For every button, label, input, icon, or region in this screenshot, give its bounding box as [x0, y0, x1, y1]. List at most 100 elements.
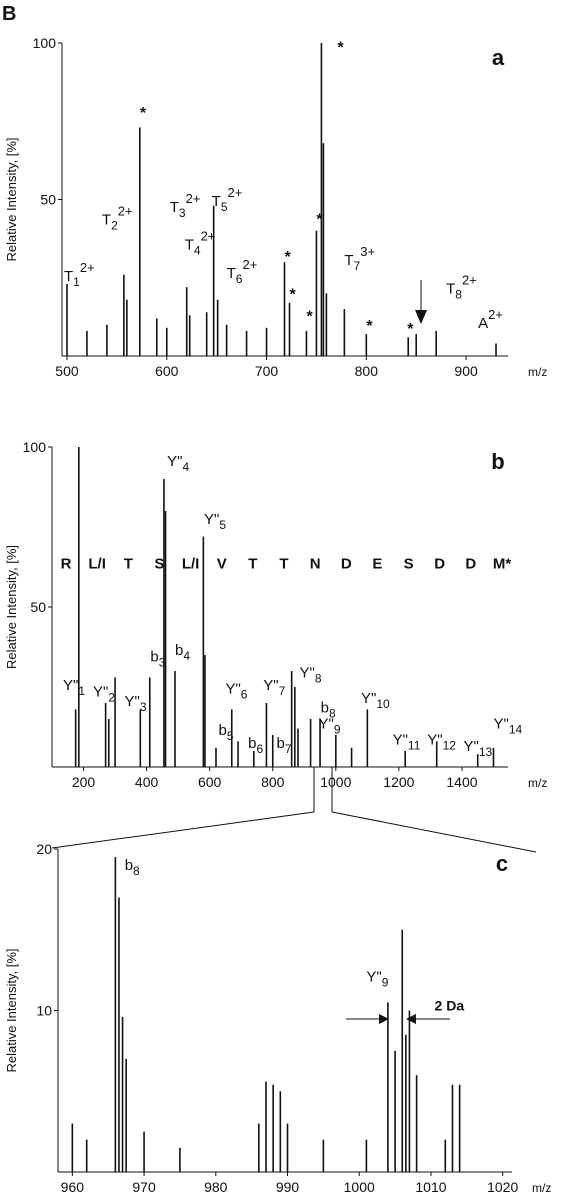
- annotation: Y"5: [204, 511, 226, 532]
- annotation-sub: 9: [382, 975, 389, 989]
- annotation-text: *: [407, 321, 414, 338]
- annotation-text: Y": [125, 693, 140, 710]
- x-tick-label: 600: [198, 774, 222, 790]
- x-tick-label: 800: [261, 774, 285, 790]
- annotation-sub: 8: [455, 287, 462, 301]
- annotation: A2+: [478, 307, 503, 332]
- sequence-residue: S: [404, 556, 414, 573]
- annotation-sup: 2+: [118, 204, 133, 219]
- annotation: b4: [175, 642, 190, 663]
- annotation: *: [306, 309, 313, 326]
- annotation-text: *: [306, 309, 313, 326]
- x-tick-label: 800: [355, 363, 379, 379]
- annotation-sub: 8: [315, 671, 322, 685]
- sequence-residue: T: [124, 556, 133, 573]
- annotation-sub: 7: [285, 742, 292, 756]
- x-axis-label: m/z: [528, 365, 547, 379]
- annotation-sub: 5: [221, 200, 228, 214]
- annotation: b3: [150, 648, 165, 669]
- annotation-text: T: [344, 252, 353, 269]
- sequence-residue: L/I: [182, 556, 200, 573]
- annotation-sub: 14: [509, 723, 523, 737]
- annotation-text: T: [446, 280, 455, 297]
- annotation-text: *: [316, 212, 323, 229]
- annotation: T62+: [227, 257, 258, 286]
- annotation-text: T: [185, 237, 194, 254]
- sequence-residue: D: [341, 556, 352, 573]
- annotation-sub: 4: [182, 460, 189, 474]
- sequence-residue: M*: [493, 556, 511, 573]
- annotation-sub: 4: [194, 244, 201, 258]
- annotation: *: [407, 321, 414, 338]
- x-tick-label: 700: [255, 363, 279, 379]
- annotation-text: Y": [361, 690, 376, 707]
- annotation: T32+: [170, 191, 201, 220]
- sequence-residue: E: [372, 556, 382, 573]
- x-tick-label: 1000: [344, 1179, 375, 1195]
- panel-label: a: [492, 45, 505, 70]
- x-tick-label: 960: [61, 1179, 85, 1195]
- annotation-sup: 2+: [242, 257, 257, 272]
- annotation: Y"2: [93, 684, 115, 705]
- annotation-sub: 5: [219, 518, 226, 532]
- annotation-sub: 2: [111, 219, 118, 233]
- y-tick-label: 100: [33, 35, 57, 51]
- annotation-sub: 6: [241, 687, 248, 701]
- annotation-text: b: [125, 857, 133, 874]
- annotation-text: *: [140, 105, 147, 122]
- annotation-sub: 7: [354, 259, 361, 273]
- annotation-text: T: [227, 265, 236, 282]
- x-tick-label: 970: [132, 1179, 156, 1195]
- annotation: *: [419, 309, 426, 326]
- annotation-sub: 11: [408, 739, 421, 753]
- arrow-head: [379, 1014, 389, 1024]
- annotation: *: [366, 318, 373, 335]
- annotation: *: [316, 212, 323, 229]
- annotation-sub: 5: [227, 729, 234, 743]
- annotation: Y"10: [361, 690, 390, 711]
- annotation-text: b: [248, 735, 256, 752]
- annotation: T12+: [64, 260, 95, 289]
- annotation-text: *: [285, 249, 292, 266]
- annotation: b6: [248, 735, 263, 756]
- x-tick-label: 1000: [320, 774, 351, 790]
- annotation-text: b: [321, 700, 329, 717]
- x-tick-label: 200: [72, 774, 96, 790]
- annotation-sub: 7: [279, 684, 286, 698]
- annotation-text: Y": [300, 664, 315, 681]
- annotation-sub: 3: [159, 655, 166, 669]
- annotation: T73+: [344, 244, 375, 273]
- annotation-sub: 6: [256, 742, 263, 756]
- annotation-text: Y": [427, 732, 442, 749]
- annotation: Y"8: [300, 664, 322, 685]
- annotation: Y"3: [125, 693, 147, 714]
- annotation-text: Y": [366, 968, 381, 985]
- annotation-sub: 3: [179, 206, 186, 220]
- annotation-text: b: [175, 642, 183, 659]
- annotation-text: Y": [464, 738, 479, 755]
- annotation-sub: 2: [108, 691, 115, 705]
- annotation-sub: 4: [183, 649, 190, 663]
- x-tick-label: 1020: [487, 1179, 518, 1195]
- arrow-head: [406, 1014, 416, 1024]
- annotation: Y"7: [263, 677, 285, 698]
- annotation-sub: 1: [73, 275, 80, 289]
- annotation-sub: 1: [78, 684, 85, 698]
- annotation-text: T: [64, 268, 73, 285]
- annotation-text: Y": [493, 716, 508, 733]
- annotation: 2 Da: [435, 998, 465, 1014]
- x-axis-label: m/z: [532, 1181, 551, 1195]
- annotation-sup: 2+: [80, 260, 95, 275]
- zoom-line: [331, 811, 537, 853]
- zoom-line: [51, 811, 315, 849]
- annotation: T52+: [212, 185, 243, 214]
- arrow-head: [415, 310, 427, 324]
- x-tick-label: 500: [55, 363, 79, 379]
- annotation-text: *: [337, 39, 344, 56]
- sequence-residue: D: [434, 556, 445, 573]
- annotation-text: A: [478, 315, 488, 332]
- annotation-sup: 2+: [201, 229, 216, 244]
- annotation-text: Y": [63, 677, 78, 694]
- x-tick-label: 1200: [383, 774, 414, 790]
